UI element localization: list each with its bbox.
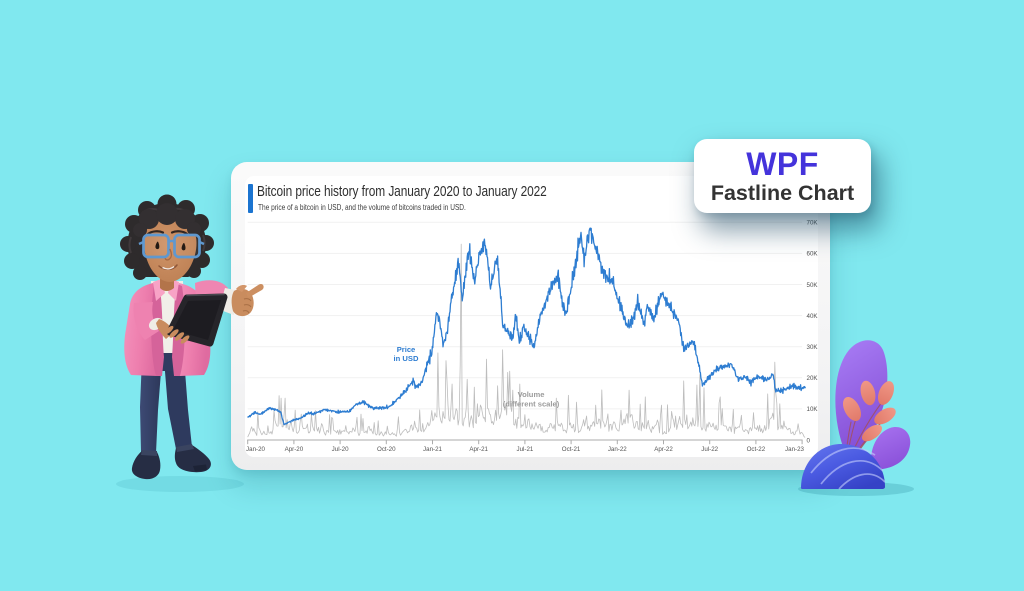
svg-text:Jan-22: Jan-22 — [608, 446, 627, 453]
svg-text:Jan-23: Jan-23 — [785, 446, 804, 453]
svg-text:0: 0 — [807, 437, 811, 444]
svg-text:Apr-22: Apr-22 — [654, 446, 673, 453]
svg-text:Price: Price — [397, 345, 416, 354]
svg-text:Jan-20: Jan-20 — [246, 446, 265, 453]
svg-text:60K: 60K — [807, 251, 819, 258]
svg-text:50K: 50K — [807, 282, 819, 289]
svg-text:Apr-21: Apr-21 — [469, 446, 488, 453]
svg-text:Oct-20: Oct-20 — [377, 446, 396, 453]
svg-text:20K: 20K — [807, 375, 819, 382]
svg-text:40K: 40K — [807, 313, 819, 320]
svg-text:30K: 30K — [807, 344, 819, 351]
svg-text:10K: 10K — [807, 406, 819, 413]
svg-text:Jan-21: Jan-21 — [423, 446, 442, 453]
svg-text:(different scale): (different scale) — [503, 400, 560, 409]
svg-text:Volume: Volume — [518, 390, 545, 399]
svg-text:70K: 70K — [807, 220, 819, 227]
svg-text:Apr-20: Apr-20 — [285, 446, 304, 453]
svg-text:Jul-20: Jul-20 — [332, 446, 349, 453]
svg-text:Oct-21: Oct-21 — [562, 446, 581, 453]
svg-text:Jul-21: Jul-21 — [516, 446, 533, 453]
svg-text:Jul-22: Jul-22 — [701, 446, 718, 453]
svg-text:in USD: in USD — [394, 354, 419, 363]
svg-text:Oct-22: Oct-22 — [747, 446, 766, 453]
